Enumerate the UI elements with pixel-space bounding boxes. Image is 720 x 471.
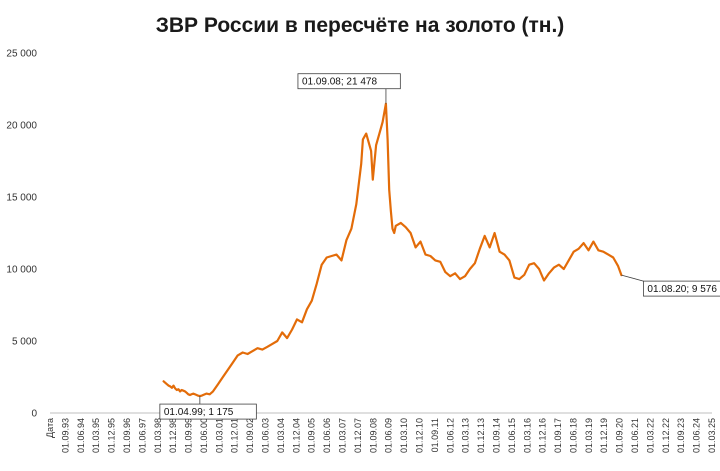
x-tick-label: 01.06.94 [76, 418, 86, 453]
x-tick-label: Дата [45, 418, 55, 438]
x-tick-label: 01.03.01 [214, 418, 224, 453]
x-tick-label: 01.09.99 [184, 418, 194, 453]
x-tick-label: 01.06.24 [692, 418, 702, 453]
annotation-box [297, 73, 401, 90]
x-tick-label: 01.03.13 [461, 418, 471, 453]
x-tick-label: 01.06.03 [261, 418, 271, 453]
annotation-layer: 01.04.99; 1 175 01.09.08; 21 478 01.08.20;… [159, 73, 720, 420]
x-tick-label: 01.12.98 [168, 418, 178, 453]
x-tick-label: 01.03.25 [707, 418, 717, 453]
x-tick-label: 01.03.16 [522, 418, 532, 453]
annotation-leader [621, 274, 644, 282]
y-tick-label: 10 000 [6, 265, 37, 276]
annotation-label: 01.08.20; 9 576 [647, 284, 717, 295]
x-tick-label: 01.06.97 [137, 418, 147, 453]
y-tick-label: 15 000 [6, 193, 37, 204]
x-tick-label: 01.03.95 [91, 418, 101, 453]
x-tick-label: 01.03.19 [584, 418, 594, 453]
x-tick-label: 01.09.08 [368, 418, 378, 453]
annotation-box [159, 403, 257, 420]
x-tick-label: 01.12.07 [353, 418, 363, 453]
x-tick-label: 01.09.11 [430, 418, 440, 452]
x-tick-label: 01.12.95 [107, 418, 117, 453]
x-tick-label: 01.06.00 [199, 418, 209, 453]
chart-title: ЗВР России в пересчёте на золото (тн.) [155, 14, 565, 37]
x-tick-label: 01.09.96 [122, 418, 132, 453]
y-tick-label: 5 000 [12, 337, 37, 348]
series-layer [162, 102, 623, 398]
x-tick-label: 01.03.10 [399, 418, 409, 453]
x-tick-label: 01.03.07 [338, 418, 348, 453]
y-axis: 0 5 000 10 000 15 000 20 000 25 000 [6, 49, 37, 420]
x-tick-label: 01.09.23 [676, 418, 686, 453]
x-tick-label: 01.03.98 [153, 418, 163, 453]
annotation-label: 01.09.08; 21 478 [302, 77, 378, 88]
x-tick-label: 01.06.21 [630, 418, 640, 453]
annotation-box [643, 280, 720, 297]
x-tick-label: 01.09.20 [615, 418, 625, 453]
x-tick-label: 01.12.13 [476, 418, 486, 453]
x-tick-label: 01.09.93 [60, 418, 70, 453]
x-tick-label: 01.12.04 [291, 418, 301, 453]
series-line [162, 102, 623, 398]
y-tick-label: 0 [31, 409, 37, 420]
x-tick-label: 01.12.22 [661, 418, 671, 453]
x-axis: Дата 01.09.93 01.06.94 01.03.95 01.12.95 01.0… [45, 412, 717, 453]
annotation-label: 01.04.99; 1 175 [164, 407, 234, 418]
x-tick-label: 01.03.22 [645, 418, 655, 453]
y-tick-label: 25 000 [6, 49, 37, 60]
x-tick-label: 01.12.01 [230, 418, 240, 453]
x-tick-label: 01.09.02 [245, 418, 255, 453]
x-tick-label: 01.09.14 [491, 418, 501, 453]
x-tick-label: 01.06.15 [507, 418, 517, 453]
x-tick-label: 01.06.18 [568, 418, 578, 453]
x-tick-label: 01.09.05 [307, 418, 317, 453]
x-tick-label: 01.06.12 [445, 418, 455, 453]
y-tick-label: 20 000 [6, 121, 37, 132]
x-tick-label: 01.12.19 [599, 418, 609, 453]
x-tick-label: 01.06.06 [322, 418, 332, 453]
x-tick-label: 01.09.17 [553, 418, 563, 453]
x-tick-label: 01.06.09 [384, 418, 394, 453]
x-tick-label: 01.12.10 [414, 418, 424, 453]
x-tick-label: 01.12.16 [538, 418, 548, 453]
x-tick-label: 01.03.04 [276, 418, 286, 453]
